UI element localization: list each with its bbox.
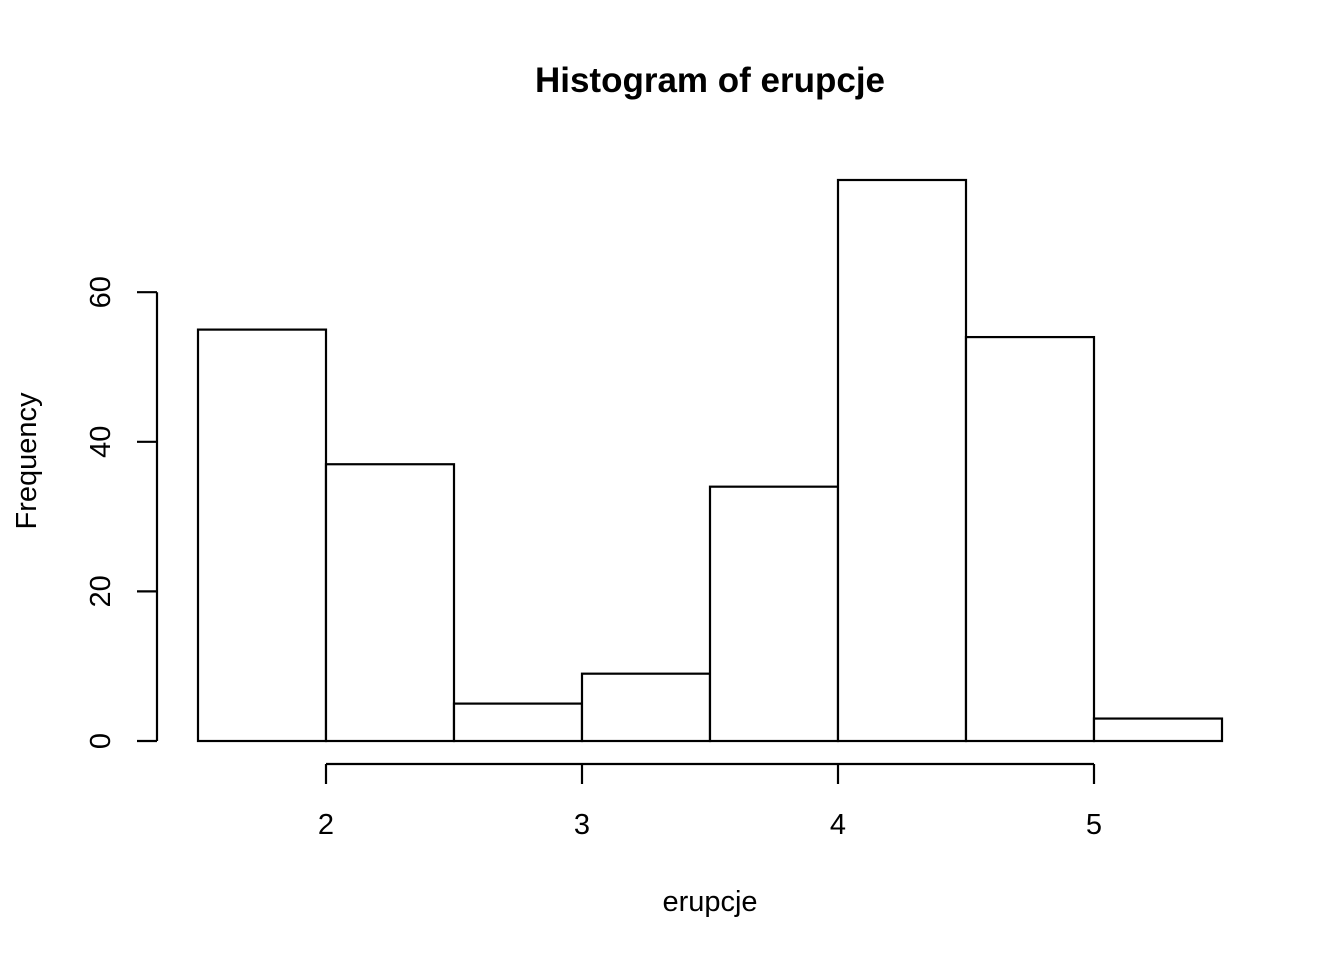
x-axis: 2 3 4 5 — [318, 762, 1102, 841]
x-tick-label: 3 — [574, 809, 590, 841]
x-tick-label: 2 — [318, 809, 334, 841]
y-axis: 0 20 40 60 — [85, 276, 159, 749]
histogram-bar-7 — [964, 335, 1096, 743]
histogram-bar-1 — [196, 328, 328, 743]
histogram-bar-3 — [452, 702, 584, 743]
x-tick-label: 5 — [1086, 809, 1102, 841]
y-tick-label: 40 — [85, 426, 117, 458]
chart-title: Histogram of erupcje — [535, 61, 885, 100]
histogram-bar-2 — [324, 463, 456, 743]
histogram-bar-8 — [1092, 717, 1224, 743]
histogram-bars — [196, 178, 1224, 743]
x-axis-label: erupcje — [662, 886, 757, 918]
histogram-bar-6 — [836, 178, 968, 743]
y-tick-label: 60 — [85, 276, 117, 308]
y-tick-label: 0 — [85, 733, 117, 749]
histogram-bar-5 — [708, 485, 840, 743]
y-tick-label: 20 — [85, 575, 117, 607]
y-axis-label: Frequency — [11, 392, 43, 530]
histogram-bar-4 — [580, 672, 712, 743]
x-tick-label: 4 — [830, 809, 846, 841]
